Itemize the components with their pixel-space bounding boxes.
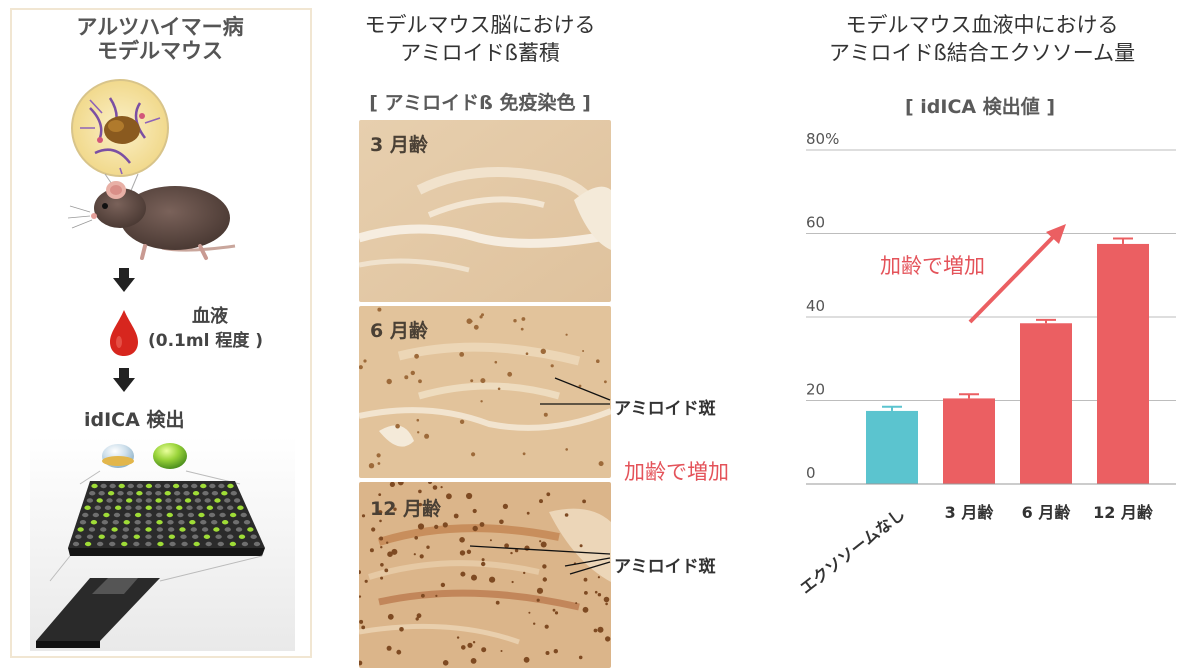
detect-label: idICA 検出 [84,409,185,431]
middle-title-line1: モデルマウス脳における [364,13,596,37]
panel-label-6m: 6 月齢 [370,320,428,342]
bar [1097,243,1149,484]
arrow-down-2 [113,368,135,392]
bar [1020,323,1072,484]
brain-section-12m [359,482,611,668]
bar-chart: 80% 60 40 20 0 エクソソームなし 3 月齢 6 月齢 12 月齢 [796,130,1176,598]
right-title-line2: アミロイドß結合エクソソーム量 [828,41,1136,65]
mouse-illustration [67,79,236,260]
left-title-line2: モデルマウス [97,39,223,63]
trend-arrow-head [1046,224,1066,244]
blood-drop-icon [110,310,138,356]
brain-section-6m [359,306,611,478]
y-tick-label: 60 [806,214,825,232]
panel-label-3m: 3 月齢 [370,134,428,156]
middle-subtitle: [ アミロイドß 免疫染色 ] [369,92,591,114]
neuron-plaque-icon [71,79,169,177]
x-tick-label: 12 月齢 [1093,503,1154,522]
y-tick-label: 0 [806,464,816,482]
y-tick-label: 40 [806,297,825,315]
chart-increase-label: 加齢で増加 [880,254,985,278]
y-tick-label: 80% [806,130,839,148]
bar [943,398,995,484]
blood-label: 血液 [192,306,228,327]
left-title-line1: アルツハイマー病 [76,15,244,39]
mouse-icon [67,181,236,260]
glass-slide-icon [36,578,160,648]
panel-label-12m: 12 月齢 [370,498,442,520]
bar [866,410,918,484]
brain-section-3m [359,120,611,302]
bead-icon [102,444,134,468]
x-tick-label: エクソソームなし [796,504,908,597]
microarray-chip-illustration [30,436,295,651]
middle-title-line2: アミロイドß蓄積 [400,41,560,65]
plaque-callout-12m: アミロイド斑 [614,557,716,577]
arrow-down-1 [113,268,135,292]
bead-green-icon [153,443,187,469]
plaque-callout-6m: アミロイド斑 [614,399,716,419]
x-tick-label: 6 月齢 [1022,503,1072,522]
callout-lines [469,377,611,575]
trend-arrow [968,230,1060,324]
x-tick-label: 3 月齢 [945,503,995,522]
right-title-line1: モデルマウス血液中における [845,13,1119,37]
chart-subtitle: [ idICA 検出値 ] [904,96,1056,118]
blood-amount-label: (0.1ml 程度 ) [148,331,264,351]
y-tick-label: 20 [806,381,825,399]
middle-increase-label: 加齢で増加 [624,460,729,484]
